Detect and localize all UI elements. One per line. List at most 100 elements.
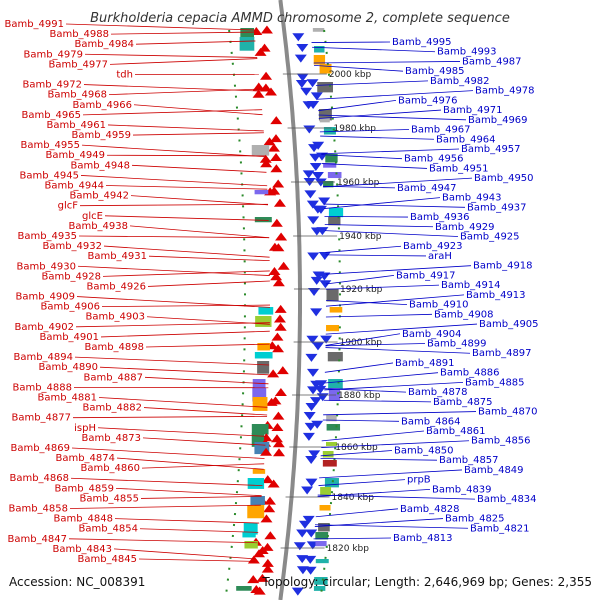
reverse-gene-arrow	[306, 368, 319, 377]
gene-label-reverse: Bamb_4951	[429, 163, 489, 174]
gene-label-reverse: Bamb_4967	[411, 125, 471, 136]
leader-line	[325, 254, 427, 257]
feature-block	[257, 343, 270, 351]
leader-line	[323, 399, 432, 403]
leader-line	[320, 458, 438, 461]
gene-label-forward: Bamb_4926	[86, 281, 146, 292]
gene-label-forward: ispH	[74, 423, 96, 434]
gene-label-reverse: Bamb_4813	[393, 533, 453, 544]
gene-label-reverse: Bamb_4891	[395, 358, 455, 369]
feature-block	[257, 361, 270, 374]
forward-gene-arrow	[273, 314, 286, 323]
forward-gene-arrow	[260, 71, 273, 80]
leader-line	[116, 457, 264, 470]
leader-line	[315, 80, 429, 86]
leader-line	[79, 203, 269, 207]
feature-block	[326, 424, 341, 431]
feature-block	[312, 28, 325, 32]
gene-label-forward: Bamb_4888	[12, 382, 72, 393]
gene-label-forward: Bamb_4966	[72, 100, 132, 111]
feature-block	[314, 577, 328, 585]
gene-label-forward: Bamb_4984	[74, 39, 134, 50]
gene-label-reverse: Bamb_4878	[408, 387, 468, 398]
feature-block	[328, 388, 341, 401]
forward-gene-arrow	[270, 164, 283, 173]
forward-gene-arrow	[275, 232, 288, 241]
gene-label-reverse: Bamb_4982	[430, 76, 490, 87]
leader-line	[313, 64, 404, 72]
reverse-gene-arrow	[310, 92, 323, 101]
reverse-gene-arrow	[309, 397, 322, 406]
feature-block	[319, 118, 330, 123]
reverse-gene-arrow	[298, 520, 311, 529]
leader-line	[102, 270, 270, 277]
gene-label-reverse: Bamb_4850	[394, 445, 454, 456]
reverse-gene-arrow	[303, 411, 316, 420]
reverse-gene-arrow	[302, 432, 315, 441]
feature-block	[236, 586, 252, 591]
gene-label-forward: Bamb_4906	[40, 302, 100, 313]
gene-label-reverse: Bamb_4987	[462, 56, 522, 67]
reverse-gene-arrow	[305, 529, 318, 538]
feature-block	[322, 460, 337, 467]
feature-block	[323, 163, 337, 168]
position-label: 1920 kbp	[340, 285, 383, 295]
gene-label-forward: Bamb_4882	[82, 403, 142, 414]
leader-line	[148, 255, 270, 262]
gene-label-reverse: Bamb_4925	[460, 232, 520, 243]
feature-block	[325, 154, 338, 163]
forward-gene-arrow	[270, 152, 283, 161]
reverse-gene-arrow	[296, 555, 309, 564]
gene-label-reverse: Bamb_4947	[397, 183, 457, 194]
position-label: 1940 kbp	[339, 232, 382, 242]
reverse-gene-arrow	[319, 280, 332, 289]
label-leader-lines	[65, 23, 478, 562]
reverse-gene-arrow	[306, 79, 319, 88]
reverse-gene-arrow	[314, 178, 327, 187]
feature-block	[318, 523, 330, 532]
leader-line	[115, 487, 262, 497]
gene-label-forward: Bamb_4881	[37, 392, 97, 403]
leader-line	[325, 323, 478, 335]
forward-gene-arrow	[260, 159, 273, 168]
gene-label-forward: Bamb_4868	[9, 473, 69, 484]
forward-gene-arrow	[267, 479, 280, 488]
forward-gene-arrow	[261, 558, 274, 567]
reverse-gene-arrow	[314, 385, 327, 394]
gene-label-forward: Bamb_4873	[81, 433, 141, 444]
reverse-gene-arrow	[293, 542, 306, 551]
reverse-gene-arrow	[318, 197, 331, 206]
gene-label-forward: Bamb_4930	[16, 261, 76, 272]
forward-gene-arrow	[270, 218, 283, 227]
gene-label-forward: Bamb_4968	[47, 90, 107, 101]
forward-gene-arrow	[264, 87, 277, 96]
leader-line	[101, 304, 270, 308]
leader-line	[323, 411, 477, 416]
reverse-gene-arrow	[308, 287, 321, 296]
accession-label: Accession: NC_008391	[9, 575, 145, 589]
forward-gene-arrow	[270, 116, 283, 125]
gene-label-reverse: Bamb_4964	[436, 134, 496, 145]
genome-summary: Topology: circular; Length: 2,646,969 bp…	[261, 575, 592, 589]
feature-block	[328, 379, 343, 390]
leader-line	[319, 129, 410, 133]
gene-label-reverse: Bamb_4908	[434, 309, 494, 320]
leader-line	[110, 31, 255, 35]
leader-line	[69, 504, 261, 509]
reverse-gene-arrow	[295, 79, 308, 88]
reverse-gene-arrow	[307, 216, 320, 225]
leader-line	[324, 362, 394, 373]
leader-line	[80, 175, 268, 187]
gene-label-reverse: Bamb_4914	[441, 280, 501, 291]
backbone-arc	[278, 0, 302, 600]
feature-block	[240, 28, 255, 38]
reverse-gene-arrow	[310, 308, 323, 317]
forward-gene-arrow	[252, 89, 265, 98]
leader-line	[323, 203, 466, 208]
gene-label-forward: Bamb_4894	[13, 352, 73, 363]
gene-label-forward: Bamb_4874	[55, 453, 115, 464]
gene-label-forward: Bamb_4932	[42, 241, 102, 252]
leader-line	[104, 215, 269, 221]
feature-block	[326, 415, 337, 422]
